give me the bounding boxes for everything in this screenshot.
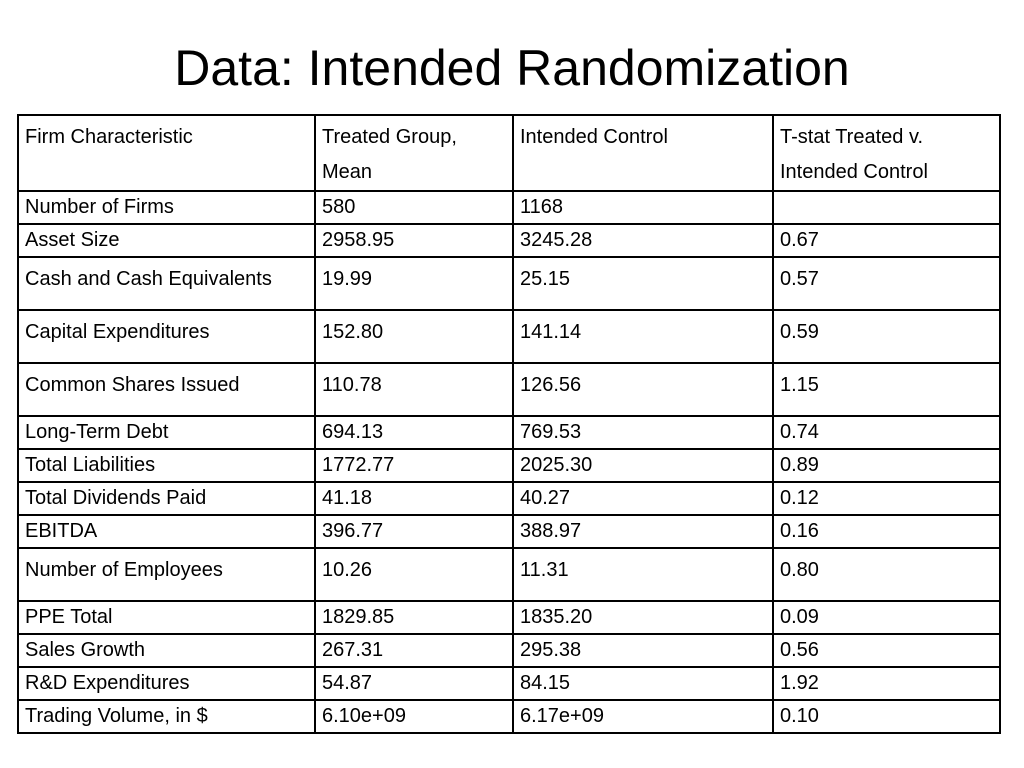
cell-t-stat: 1.92 — [772, 666, 1001, 701]
cell-intended-control: 1835.20 — [512, 600, 774, 635]
cell-t-stat: 0.09 — [772, 600, 1001, 635]
cell-treated-mean: 19.99 — [314, 256, 514, 311]
cell-treated-mean: 110.78 — [314, 362, 514, 417]
cell-characteristic: Number of Firms — [17, 190, 316, 225]
cell-treated-mean: 6.10e+09 — [314, 699, 514, 734]
table-row: PPE Total 1829.85 1835.20 0.09 — [17, 600, 1001, 635]
cell-intended-control: 3245.28 — [512, 223, 774, 258]
cell-characteristic: Total Dividends Paid — [17, 481, 316, 516]
table-body: Firm Characteristic Treated Group, Mean … — [17, 114, 1001, 734]
cell-t-stat: 0.10 — [772, 699, 1001, 734]
cell-characteristic: Cash and Cash Equivalents — [17, 256, 316, 311]
table-row: Trading Volume, in $6.10e+09 6.17e+09 0.10 — [17, 699, 1001, 734]
cell-characteristic: PPE Total — [17, 600, 316, 635]
cell-intended-control: 2025.30 — [512, 448, 774, 483]
cell-t-stat: 0.74 — [772, 415, 1001, 450]
table-row: Number of Firms 580 1168 — [17, 190, 1001, 225]
cell-intended-control: 141.14 — [512, 309, 774, 364]
table-row: Cash and Cash Equivalents 19.99 25.15 0.57 — [17, 256, 1001, 311]
cell-t-stat: 0.59 — [772, 309, 1001, 364]
table-row: Long-Term Debt 694.13 769.53 0.74 — [17, 415, 1001, 450]
cell-treated-mean: 10.26 — [314, 547, 514, 602]
cell-intended-control: 6.17e+09 — [512, 699, 774, 734]
header-t-stat: T-stat Treated v. Intended Control — [772, 114, 1001, 192]
cell-characteristic: Capital Expenditures — [17, 309, 316, 364]
table-row: Total Liabilities 1772.77 2025.30 0.89 — [17, 448, 1001, 483]
slide-title: Data: Intended Randomization — [174, 40, 850, 96]
cell-t-stat: 0.57 — [772, 256, 1001, 311]
cell-treated-mean: 152.80 — [314, 309, 514, 364]
cell-treated-mean: 396.77 — [314, 514, 514, 549]
table-row: Number of Employees 10.26 11.31 0.80 — [17, 547, 1001, 602]
cell-t-stat: 0.89 — [772, 448, 1001, 483]
cell-treated-mean: 2958.95 — [314, 223, 514, 258]
table-row: EBITDA 396.77 388.97 0.16 — [17, 514, 1001, 549]
cell-characteristic: R&D Expenditures — [17, 666, 316, 701]
table-row: Total Dividends Paid 41.18 40.27 0.12 — [17, 481, 1001, 516]
cell-characteristic: Trading Volume, in $ — [17, 699, 316, 734]
header-treated-group-mean: Treated Group, Mean — [314, 114, 514, 192]
cell-t-stat — [772, 190, 1001, 225]
cell-t-stat: 0.16 — [772, 514, 1001, 549]
cell-characteristic: EBITDA — [17, 514, 316, 549]
table-row: R&D Expenditures 54.87 84.15 1.92 — [17, 666, 1001, 701]
cell-intended-control: 1168 — [512, 190, 774, 225]
cell-intended-control: 295.38 — [512, 633, 774, 668]
cell-characteristic: Total Liabilities — [17, 448, 316, 483]
cell-characteristic: Number of Employees — [17, 547, 316, 602]
cell-t-stat: 0.12 — [772, 481, 1001, 516]
table-header-row: Firm Characteristic Treated Group, Mean … — [17, 114, 1001, 192]
cell-intended-control: 25.15 — [512, 256, 774, 311]
cell-t-stat: 0.80 — [772, 547, 1001, 602]
cell-treated-mean: 1772.77 — [314, 448, 514, 483]
cell-characteristic: Long-Term Debt — [17, 415, 316, 450]
header-firm-characteristic: Firm Characteristic — [17, 114, 316, 192]
cell-treated-mean: 41.18 — [314, 481, 514, 516]
cell-intended-control: 11.31 — [512, 547, 774, 602]
cell-intended-control: 769.53 — [512, 415, 774, 450]
cell-t-stat: 1.15 — [772, 362, 1001, 417]
table-row: Common Shares Issued 110.78 126.56 1.15 — [17, 362, 1001, 417]
cell-intended-control: 126.56 — [512, 362, 774, 417]
cell-treated-mean: 694.13 — [314, 415, 514, 450]
table-row: Asset Size 2958.95 3245.28 0.67 — [17, 223, 1001, 258]
table-row: Capital Expenditures 152.80 141.14 0.59 — [17, 309, 1001, 364]
data-table: Firm Characteristic Treated Group, Mean … — [17, 114, 1001, 734]
cell-intended-control: 40.27 — [512, 481, 774, 516]
cell-treated-mean: 580 — [314, 190, 514, 225]
table-row: Sales Growth 267.31 295.38 0.56 — [17, 633, 1001, 668]
cell-intended-control: 388.97 — [512, 514, 774, 549]
cell-characteristic: Sales Growth — [17, 633, 316, 668]
header-intended-control: Intended Control — [512, 114, 774, 192]
cell-characteristic: Common Shares Issued — [17, 362, 316, 417]
cell-treated-mean: 267.31 — [314, 633, 514, 668]
cell-characteristic: Asset Size — [17, 223, 316, 258]
cell-treated-mean: 1829.85 — [314, 600, 514, 635]
cell-t-stat: 0.56 — [772, 633, 1001, 668]
cell-treated-mean: 54.87 — [314, 666, 514, 701]
cell-t-stat: 0.67 — [772, 223, 1001, 258]
cell-intended-control: 84.15 — [512, 666, 774, 701]
